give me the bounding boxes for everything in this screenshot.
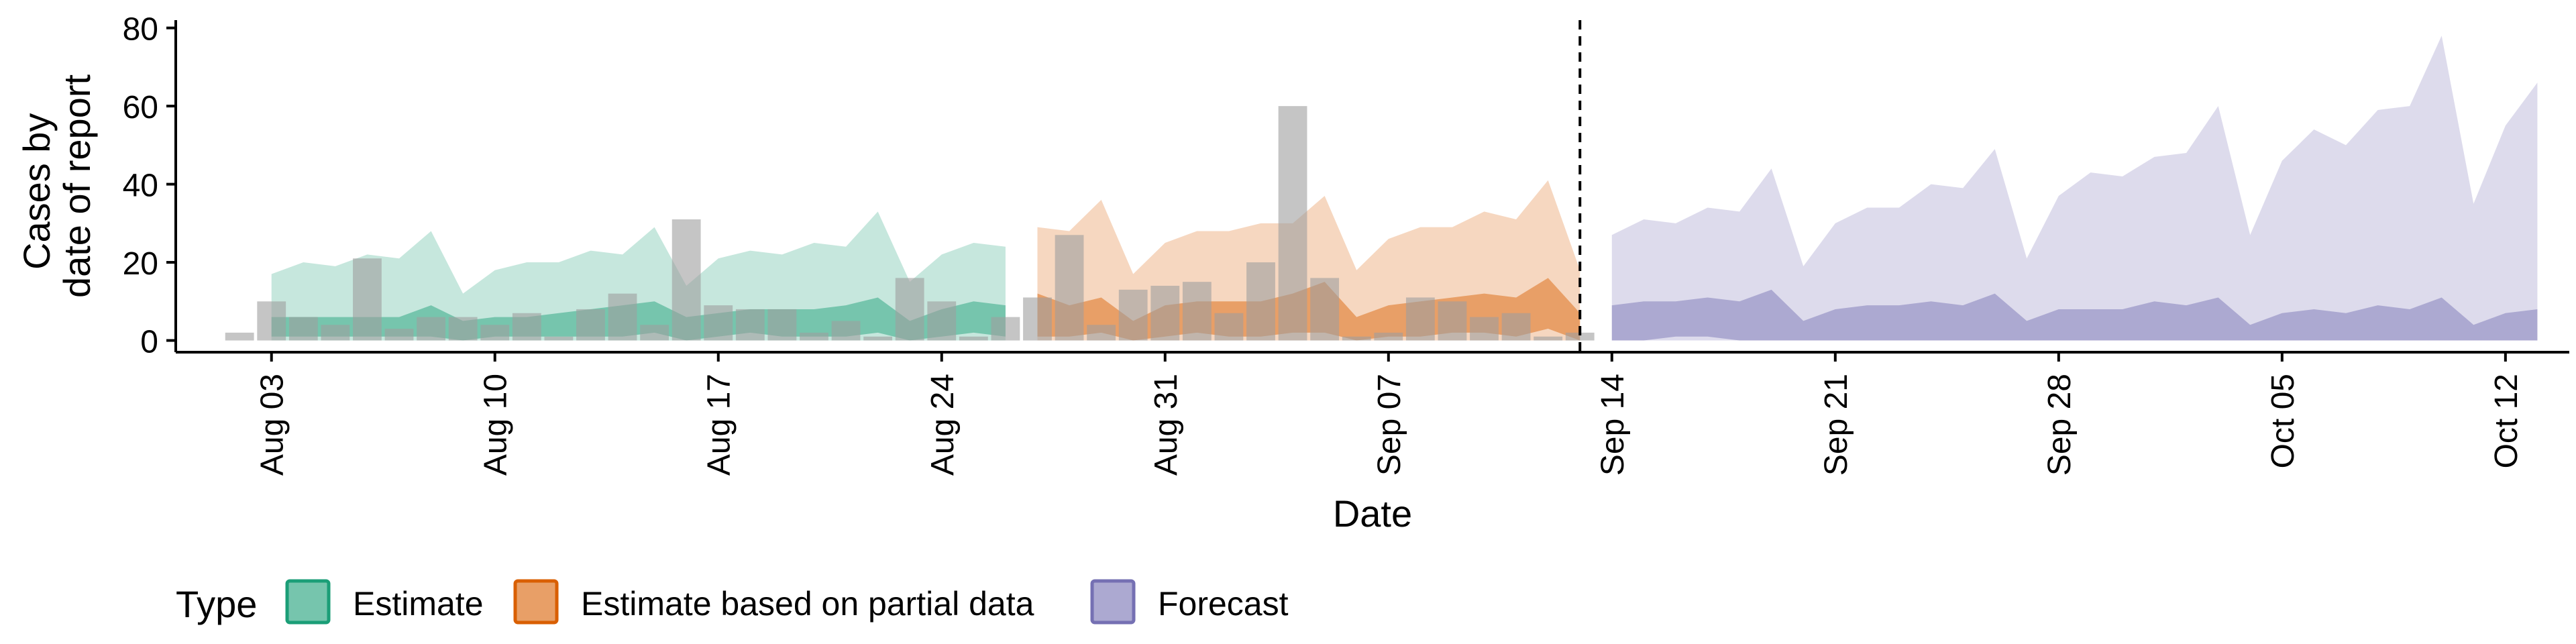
reported-cases-bar	[544, 336, 574, 341]
y-tick-label: 60	[123, 90, 158, 125]
reported-cases-bar	[608, 293, 637, 341]
reported-cases-bar	[959, 336, 988, 341]
reported-cases-bar	[353, 258, 382, 341]
reported-cases-bar	[1501, 313, 1531, 341]
reported-cases-bar	[735, 309, 765, 341]
x-tick-label: Sep 07	[1372, 374, 1407, 476]
y-axis-title-line-1: Cases by	[15, 113, 58, 270]
x-tick-label: Aug 17	[702, 374, 737, 476]
reported-cases-bar	[1534, 336, 1563, 341]
y-tick-label: 0	[140, 325, 158, 360]
legend-key-forecast	[1090, 579, 1136, 625]
reported-cases-bar	[1438, 301, 1467, 341]
reported-cases-bar	[1405, 297, 1435, 341]
plot-area	[225, 20, 2538, 352]
reported-cases-bar	[1214, 313, 1244, 341]
x-tick-label: Aug 31	[1148, 374, 1184, 476]
legend: Type Estimate Estimate based on partial d…	[176, 579, 1289, 625]
reported-cases-bar	[512, 313, 541, 341]
x-tick-label: Sep 21	[1819, 374, 1854, 476]
x-tick-label: Oct 05	[2265, 374, 2301, 468]
legend-label-estimate: Estimate	[353, 585, 484, 623]
reported-cases-bar	[1342, 336, 1371, 341]
reported-cases-bar	[640, 325, 669, 341]
reported-cases-bar	[480, 325, 510, 341]
x-tick-label: Aug 03	[255, 374, 290, 476]
legend-label-forecast: Forecast	[1158, 585, 1289, 623]
reported-cases-bar	[288, 317, 318, 341]
reported-cases-bar	[1023, 297, 1052, 341]
x-axis-title: Date	[1333, 492, 1412, 535]
reported-cases-bar	[831, 321, 861, 341]
x-tick-label: Sep 28	[2042, 374, 2078, 476]
legend-key-estimate	[285, 579, 331, 625]
reported-cases-bar	[927, 301, 957, 341]
x-tick-label: Sep 14	[1595, 374, 1631, 476]
x-tick-label: Oct 12	[2489, 374, 2524, 468]
y-tick-label: 80	[123, 12, 158, 48]
reported-cases-bar	[321, 325, 350, 341]
legend-title: Type	[176, 583, 257, 625]
legend-key-estimate-partial	[513, 579, 559, 625]
reported-cases-bar	[1118, 289, 1148, 341]
reported-cases-bar	[1278, 106, 1307, 341]
reported-cases-bar	[1055, 235, 1084, 341]
reported-cases-bar	[800, 332, 828, 341]
reported-cases-bar	[863, 336, 893, 341]
reported-cases-bar	[1150, 286, 1180, 341]
x-axis-ticks: Aug 03 Aug 10 Aug 17 Aug 24 Aug 31 Sep 07 Sep …	[255, 352, 2524, 476]
reported-cases-bar	[225, 332, 254, 341]
reported-cases-bar	[1310, 278, 1340, 341]
reported-cases-bar	[704, 305, 733, 341]
reported-cases-bar	[991, 317, 1020, 341]
x-tick-label: Aug 24	[925, 374, 961, 476]
reported-cases-bar	[1565, 332, 1595, 341]
reported-cases-bar	[1374, 332, 1403, 341]
reported-cases-bar	[1246, 262, 1275, 341]
y-tick-label: 20	[123, 246, 158, 282]
forecast-outer-band	[1611, 36, 2538, 341]
reported-cases-bar	[895, 278, 924, 341]
reported-cases-bar	[257, 301, 286, 341]
y-axis-ticks: 0 20 40 60 80	[123, 12, 176, 360]
reported-cases-bar	[1470, 317, 1499, 341]
x-tick-label: Aug 10	[478, 374, 514, 476]
reported-cases-bar	[1182, 282, 1212, 341]
legend-label-estimate-partial: Estimate based on partial data	[581, 585, 1034, 623]
reported-cases-bar	[1087, 325, 1116, 341]
y-axis-title: Cases by date of report	[15, 74, 98, 299]
reported-cases-bar	[384, 329, 414, 341]
y-axis-title-line-2: date of report	[56, 74, 98, 299]
reported-cases-bar	[448, 317, 478, 341]
reported-cases-bar	[576, 309, 605, 341]
reported-cases-bar	[417, 317, 445, 341]
reported-cases-bar	[672, 219, 701, 341]
y-tick-label: 40	[123, 168, 158, 204]
reported-cases-bar	[767, 309, 797, 341]
forecast-inner-band	[1611, 289, 2538, 341]
